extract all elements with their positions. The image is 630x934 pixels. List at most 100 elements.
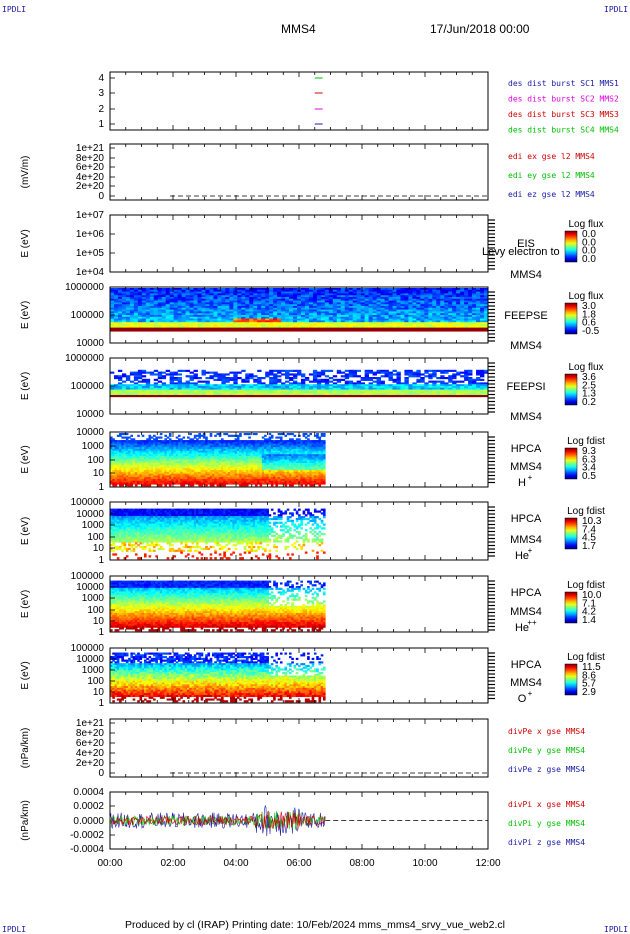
spectrogram-cell: [273, 289, 278, 292]
spectrogram-cell: [110, 480, 113, 483]
spectrogram-cell: [148, 473, 152, 476]
spectrogram-cell: [416, 389, 421, 392]
spectrogram-cell: [360, 327, 365, 330]
spectrogram-cell: [444, 387, 449, 390]
spectrogram-cell: [308, 306, 314, 309]
spectrogram-cell: [165, 320, 171, 323]
spectrogram-cell: [168, 445, 172, 448]
spectrogram-cell: [257, 391, 262, 394]
spectrogram-cell: [189, 459, 192, 462]
spectrogram-cell: [141, 316, 147, 319]
spectrogram-cell: [273, 322, 278, 325]
spectrogram-cell: [130, 434, 134, 437]
spectrogram-cell: [261, 391, 266, 394]
spectrogram-cell: [285, 322, 290, 325]
spectrogram-cell: [352, 325, 358, 328]
spectrogram-cell: [125, 466, 129, 469]
spectrogram-cell: [125, 473, 129, 476]
spectrogram-cell: [157, 475, 161, 478]
spectrogram-cell: [121, 482, 124, 485]
spectrogram-cell: [166, 450, 170, 453]
spectrogram-cell: [209, 441, 213, 444]
spectrogram-cell: [114, 459, 118, 462]
spectrogram-cell: [211, 441, 215, 444]
spectrogram-cell: [472, 295, 477, 298]
spectrogram-cell: [225, 380, 230, 383]
spectrogram-cell: [113, 322, 119, 325]
spectrogram-cell: [153, 454, 156, 457]
spectrogram-cell: [336, 300, 342, 303]
spectrogram-cell: [146, 470, 149, 473]
spectrogram-cell: [166, 480, 170, 483]
spectrogram-cell: [184, 445, 188, 448]
spectrogram-cell: [149, 320, 155, 323]
spectrogram-cell: [121, 441, 124, 444]
spectrogram-cell: [225, 307, 230, 310]
spectrogram-cell: [404, 313, 409, 316]
spectrogram-cell: [145, 378, 151, 381]
spectrogram-cell: [265, 316, 270, 319]
spectrogram-cell: [412, 311, 417, 314]
spectrogram-cell: [148, 436, 152, 439]
spectrogram-cell: [130, 471, 134, 474]
spectrogram-cell: [348, 288, 354, 291]
spectrogram-cell: [368, 371, 373, 374]
spectrogram-cell: [356, 297, 362, 300]
spectrogram-cell: [336, 327, 342, 330]
spectrogram-cell: [340, 300, 346, 303]
spectrogram-cell: [408, 298, 413, 301]
spectrogram-cell: [388, 318, 393, 321]
spectrogram-cell: [328, 393, 334, 396]
spectrogram-cell: [185, 295, 190, 298]
spectrogram-cell: [196, 455, 199, 459]
spectrogram-cell: [114, 482, 118, 485]
spectrogram-cell: [150, 459, 154, 462]
spectrogram-cell: [364, 378, 369, 381]
spectrogram-cell: [119, 478, 122, 482]
spectrogram-cell: [384, 393, 389, 396]
spectrogram-cell: [484, 293, 489, 296]
spectrogram-cell: [352, 389, 358, 392]
spectrogram-cell: [424, 298, 429, 301]
spectrogram-cell: [253, 288, 258, 291]
spectrogram-cell: [344, 315, 350, 318]
spectrogram-cell: [388, 304, 393, 307]
spectrogram-cell: [159, 463, 163, 466]
spectrogram-cell: [384, 309, 389, 312]
spectrogram-cell: [269, 373, 274, 376]
spectrogram-cell: [182, 473, 186, 476]
spectrogram-cell: [416, 295, 421, 298]
spectrogram-cell: [198, 470, 201, 473]
spectrogram-cell: [132, 459, 136, 462]
spectrogram-cell: [285, 320, 290, 323]
spectrogram-cell: [304, 313, 310, 316]
spectrogram-cell: [211, 455, 215, 459]
spectrogram-cell: [125, 477, 129, 480]
spectrogram-cell: [181, 320, 186, 323]
spectrogram-cell: [328, 386, 334, 389]
spectrogram-cell: [412, 291, 417, 294]
spectrogram-cell: [400, 393, 405, 396]
spectrogram-cell: [237, 324, 242, 327]
spectrogram-cell: [141, 288, 147, 291]
spectrogram-cell: [456, 395, 461, 398]
spectrogram-cell: [392, 311, 397, 314]
spectrogram-cell: [145, 304, 151, 307]
spectrogram-cell: [137, 306, 143, 309]
spectrogram-cell: [146, 438, 149, 441]
spectrogram-cell: [173, 325, 178, 328]
spectrogram-cell: [157, 304, 163, 307]
spectrogram-cell: [420, 384, 425, 387]
spectrogram-cell: [205, 455, 208, 459]
spectrogram-cell: [177, 382, 182, 385]
spectrogram-cell: [285, 298, 290, 301]
spectrogram-cell: [344, 311, 350, 314]
spectrogram-cell: [173, 459, 177, 462]
spectrogram-cell: [273, 320, 278, 323]
spectrogram-cell: [348, 297, 354, 300]
spectrogram-cell: [384, 315, 389, 318]
spectrogram-cell: [273, 395, 278, 398]
spectrogram-cell: [372, 324, 377, 327]
spectrogram-cell: [412, 304, 417, 307]
spectrogram-cell: [112, 477, 115, 480]
